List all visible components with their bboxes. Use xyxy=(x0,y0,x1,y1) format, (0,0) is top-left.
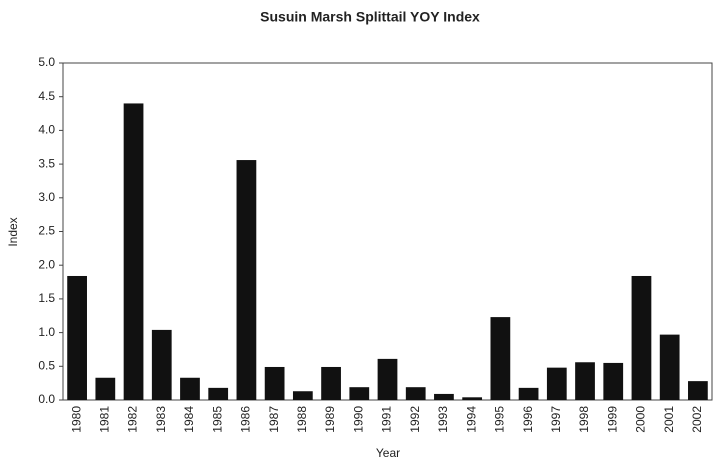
y-tick-label: 2.0 xyxy=(38,257,55,271)
x-tick-label: 1989 xyxy=(323,406,337,433)
x-tick-label: 1983 xyxy=(154,406,168,433)
x-tick-label: 1980 xyxy=(69,406,83,433)
x-tick-label: 1985 xyxy=(210,406,224,433)
bar xyxy=(292,391,313,400)
bar xyxy=(659,334,680,400)
x-tick-label: 1990 xyxy=(351,406,365,433)
y-tick-label: 3.5 xyxy=(38,156,55,170)
x-tick-label: 1988 xyxy=(295,406,309,433)
x-tick-label: 1997 xyxy=(549,406,563,433)
bar xyxy=(462,397,483,400)
x-tick-label: 1992 xyxy=(408,406,422,433)
y-tick-label: 0.0 xyxy=(38,392,55,406)
x-tick-label: 2001 xyxy=(662,406,676,433)
x-tick-label: 1984 xyxy=(182,406,196,433)
y-axis-title: Index xyxy=(6,217,20,246)
bar xyxy=(377,358,398,400)
bar xyxy=(434,393,454,400)
bar xyxy=(264,366,285,400)
x-tick-label: 2002 xyxy=(690,406,704,433)
x-tick-label: 1998 xyxy=(577,406,591,433)
bar xyxy=(67,275,87,400)
bar xyxy=(123,103,144,400)
x-tick-label: 1993 xyxy=(436,406,450,433)
bar xyxy=(95,377,116,400)
bar xyxy=(688,381,708,400)
bar xyxy=(236,160,257,400)
bar xyxy=(405,387,426,400)
x-tick-label: 1981 xyxy=(97,406,111,433)
bar xyxy=(321,366,341,400)
bar xyxy=(208,387,229,400)
y-tick-label: 3.0 xyxy=(38,190,55,204)
bar xyxy=(151,329,172,400)
bar xyxy=(603,362,624,400)
y-tick-label: 5.0 xyxy=(38,55,55,69)
x-tick-label: 1996 xyxy=(521,406,535,433)
bar xyxy=(349,387,370,400)
x-tick-label: 1995 xyxy=(493,406,507,433)
x-tick-label: 1986 xyxy=(239,406,253,433)
bar xyxy=(518,387,539,400)
x-axis-title: Year xyxy=(376,446,400,460)
y-tick-label: 2.5 xyxy=(38,224,55,238)
x-tick-label: 1982 xyxy=(126,406,140,433)
x-tick-label: 1987 xyxy=(267,406,281,433)
chart-title: Susuin Marsh Splittail YOY Index xyxy=(260,9,480,25)
bar xyxy=(546,367,567,400)
y-tick-label: 0.5 xyxy=(38,358,55,372)
y-tick-label: 1.0 xyxy=(38,325,55,339)
x-tick-label: 1991 xyxy=(380,406,394,433)
bar xyxy=(575,362,595,400)
bar xyxy=(490,317,511,400)
bar xyxy=(631,275,652,400)
y-tick-label: 4.5 xyxy=(38,89,55,103)
x-tick-label: 1999 xyxy=(605,406,619,433)
bar xyxy=(180,377,200,400)
y-tick-label: 4.0 xyxy=(38,123,55,137)
x-tick-label: 1994 xyxy=(464,406,478,433)
y-tick-label: 1.5 xyxy=(38,291,55,305)
x-tick-label: 2000 xyxy=(634,406,648,433)
